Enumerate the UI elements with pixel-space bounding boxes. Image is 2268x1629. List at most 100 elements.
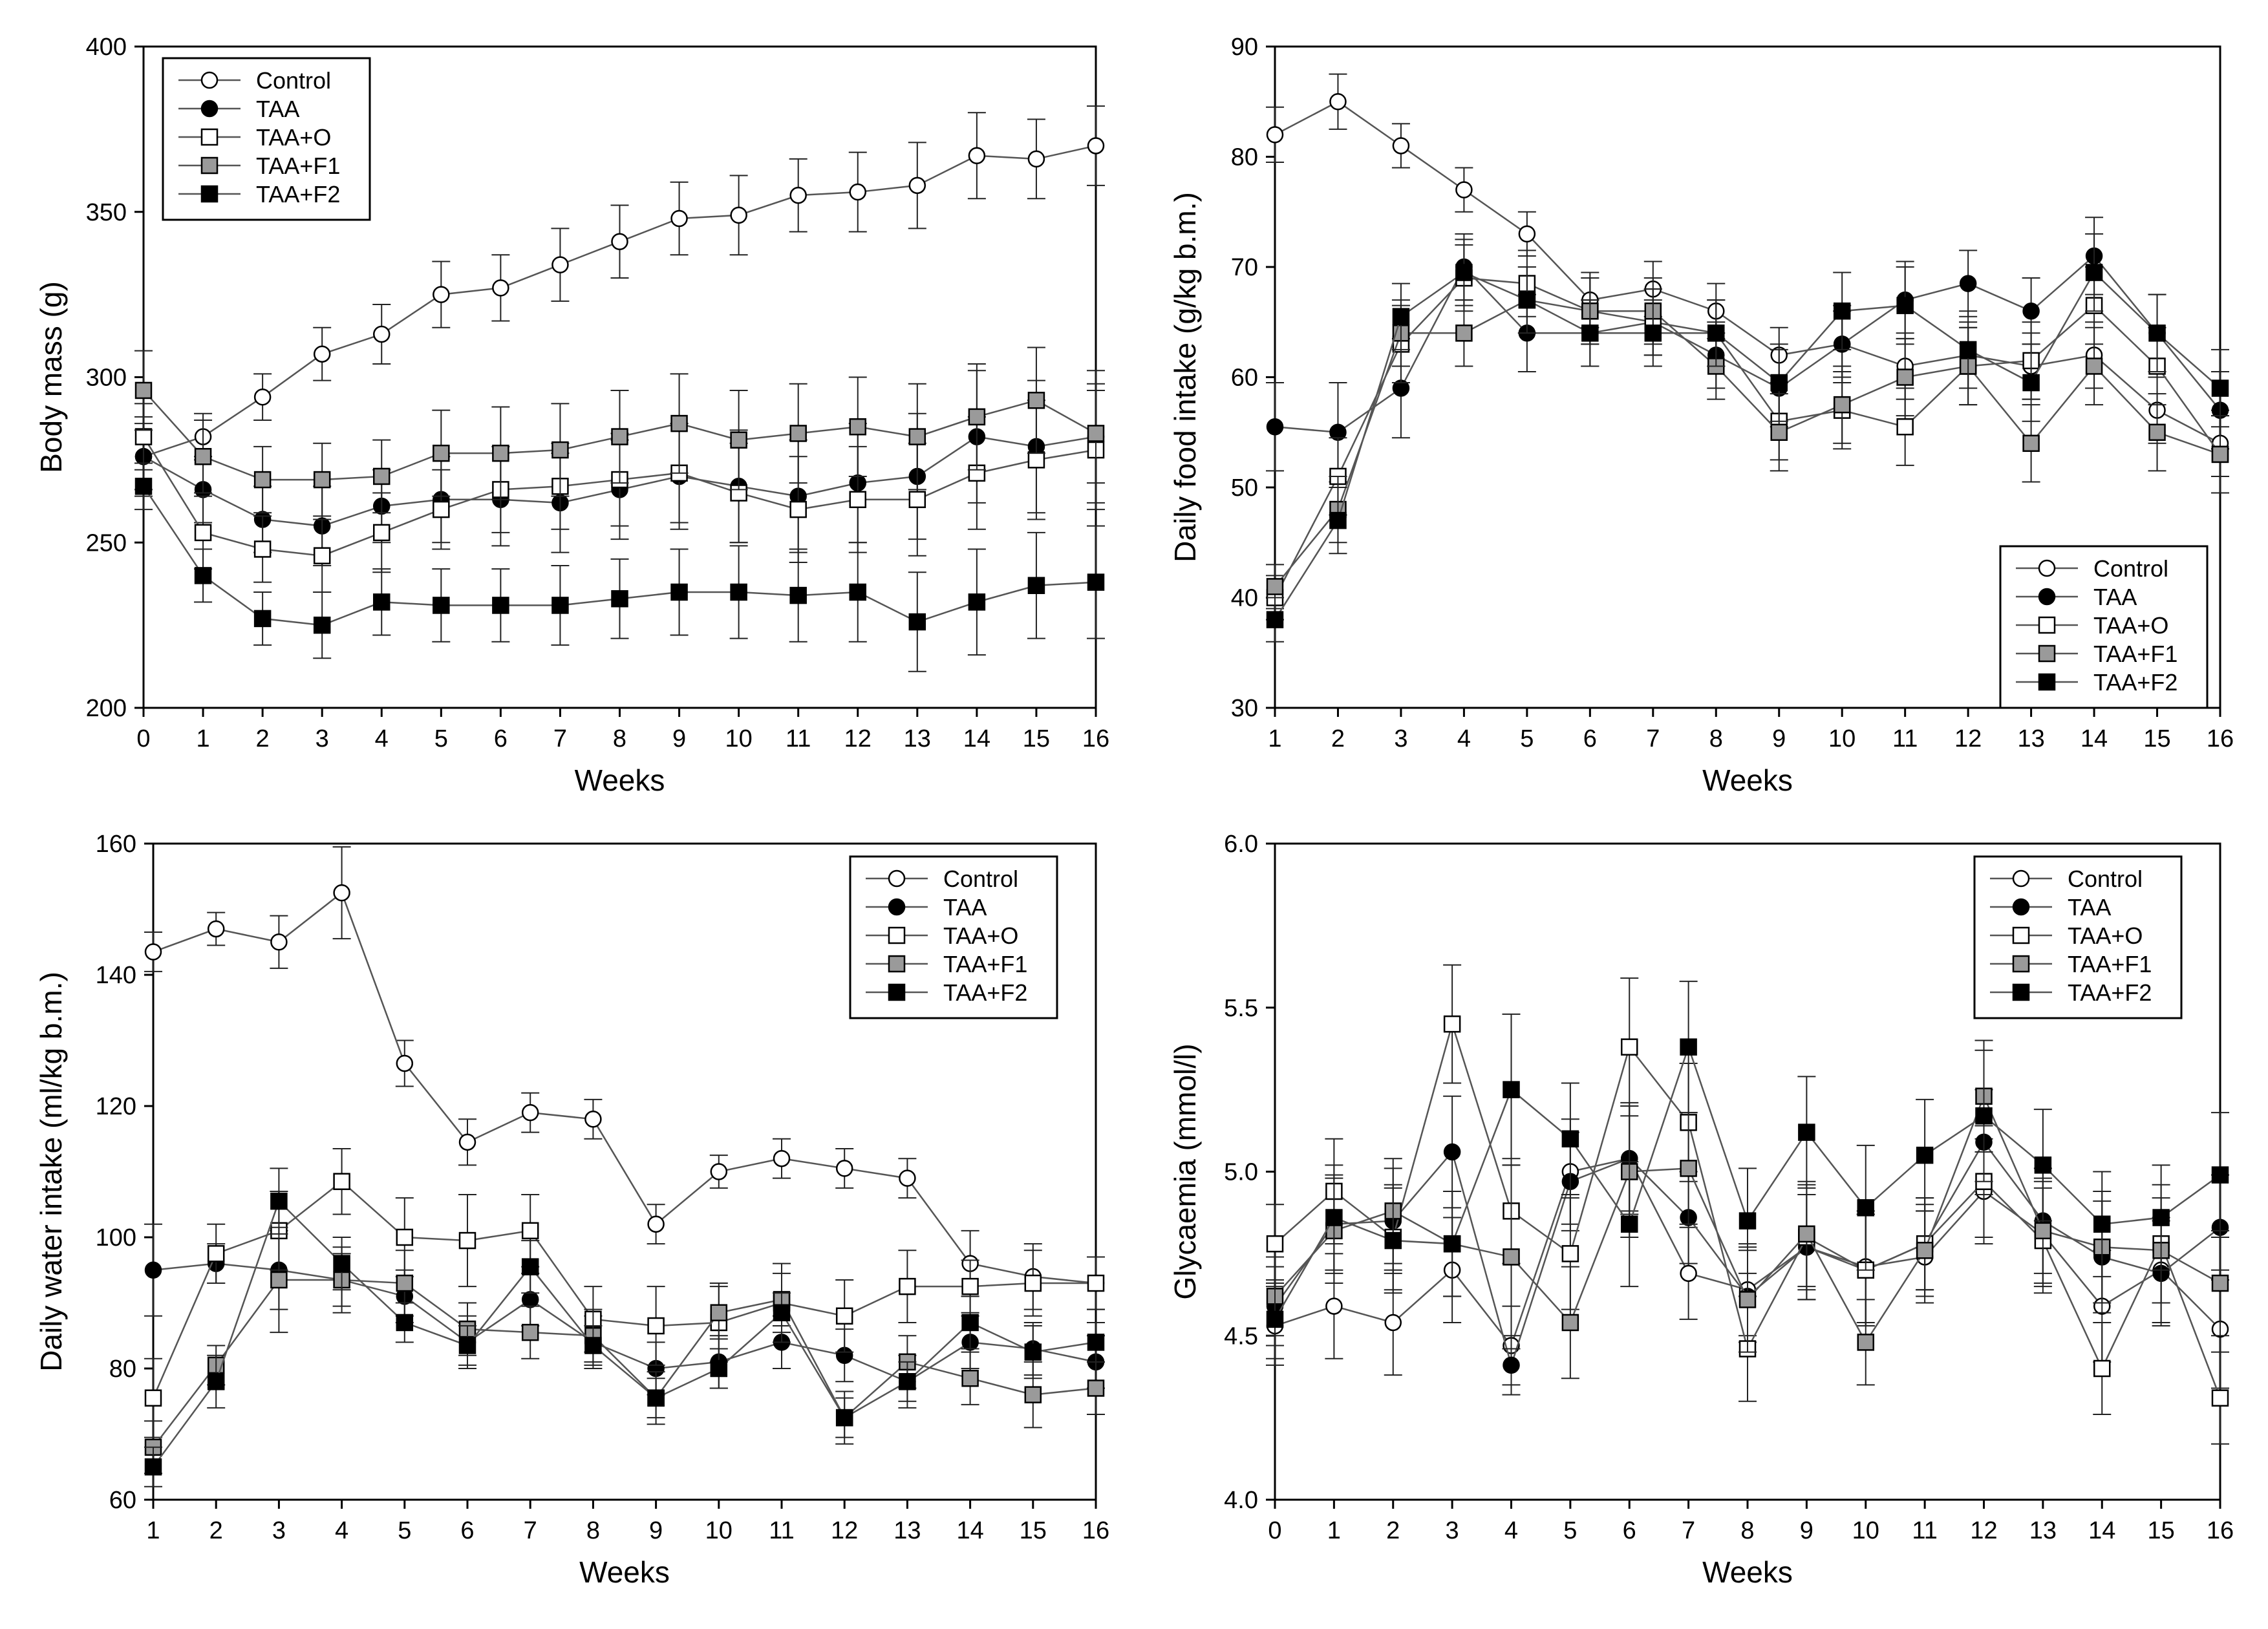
x-tick-label: 9	[1772, 725, 1786, 752]
legend-label: TAA	[256, 96, 299, 122]
x-tick-label: 5	[398, 1517, 411, 1544]
data-point	[492, 444, 509, 462]
legend-label: TAA	[943, 894, 987, 921]
data-point	[313, 547, 331, 564]
data-point	[968, 593, 986, 611]
x-tick-label: 4	[1457, 725, 1471, 752]
chart-food-intake: 1 2 3 4 5 6 7 8 9 10 11 12 13 14 15 1630405060708090Wee…	[1168, 34, 2234, 797]
x-tick-label: 10	[1828, 725, 1856, 752]
legend-label: TAA+O	[2068, 922, 2143, 949]
y-tick-label: 5.0	[1224, 1159, 1258, 1186]
data-point	[1770, 374, 1788, 392]
series-taa-f2	[1266, 981, 2229, 1359]
data-point	[670, 209, 688, 228]
data-point	[1266, 418, 1284, 436]
x-tick-label: 12	[1970, 1517, 1997, 1544]
data-point	[1896, 368, 1914, 386]
x-tick-label: 7	[1646, 725, 1660, 752]
x-tick-label: 7	[1682, 1517, 1695, 1544]
x-tick-label: 12	[1954, 725, 1982, 752]
x-tick-label: 16	[2207, 725, 2234, 752]
legend-marker	[200, 156, 219, 175]
data-point	[396, 1274, 414, 1292]
x-tick-label: 8	[1740, 1517, 1754, 1544]
data-point	[1561, 1314, 1579, 1332]
data-point	[521, 1323, 539, 1341]
data-point	[670, 414, 688, 432]
data-point	[1581, 325, 1599, 342]
legend-label: TAA+F1	[2093, 641, 2177, 667]
data-point	[773, 1304, 791, 1321]
legend-marker	[2012, 898, 2030, 916]
data-point	[1384, 1314, 1402, 1332]
data-point	[551, 441, 569, 459]
legend-marker	[2038, 616, 2056, 634]
x-tick-label: 10	[705, 1517, 733, 1544]
y-tick-label: 30	[1231, 695, 1258, 722]
y-tick-label: 200	[86, 695, 127, 722]
data-point	[2152, 1209, 2170, 1226]
x-tick-label: 13	[2029, 1517, 2057, 1544]
y-tick-label: 250	[86, 529, 127, 557]
data-point	[1384, 1231, 1402, 1250]
data-point	[1392, 308, 1410, 325]
legend-frame	[849, 855, 1058, 1019]
legend-marker	[2012, 955, 2030, 973]
x-tick-label: 5	[1563, 1517, 1577, 1544]
legend-label: TAA	[2093, 584, 2137, 610]
y-tick-label: 80	[109, 1356, 136, 1383]
data-point	[2093, 1359, 2111, 1378]
legend-label: TAA+O	[2093, 612, 2168, 639]
legend-label: TAA+F1	[2068, 951, 2152, 977]
y-tick-label: 160	[96, 831, 136, 858]
data-point	[730, 431, 747, 449]
x-tick-label: 1	[1268, 725, 1281, 752]
x-tick-label: 4	[1504, 1517, 1518, 1544]
data-point	[789, 500, 807, 518]
legend-marker	[200, 185, 219, 203]
y-tick-label: 300	[86, 365, 127, 392]
data-point	[611, 428, 628, 445]
data-point	[396, 1314, 414, 1332]
data-point	[144, 1458, 162, 1476]
series-line-taa-f2	[152, 1199, 1097, 1467]
data-point	[551, 597, 569, 614]
x-axis-title: Weeks	[575, 763, 665, 797]
x-tick-label: 16	[1082, 1517, 1109, 1544]
data-point	[253, 388, 272, 406]
data-point	[1644, 325, 1662, 342]
legend-label: TAA+F2	[943, 979, 1027, 1006]
legend-label: TAA+F2	[2068, 979, 2152, 1006]
series-line-taa	[1274, 255, 2221, 434]
legend-marker	[2038, 644, 2056, 663]
data-point	[458, 1337, 476, 1354]
data-point	[1087, 425, 1105, 442]
data-point	[1857, 1199, 1874, 1217]
x-tick-label: 13	[2017, 725, 2044, 752]
series-taa-f1	[144, 1226, 1105, 1475]
data-point	[670, 583, 688, 601]
data-point	[270, 1192, 288, 1210]
series-taa-f2	[134, 462, 1105, 672]
data-point	[2034, 1222, 2052, 1240]
data-point	[2093, 1215, 2111, 1233]
x-tick-label: 3	[1394, 725, 1407, 752]
x-tick-label: 15	[1023, 725, 1050, 752]
y-tick-label: 80	[1231, 144, 1258, 171]
legend-marker	[888, 869, 906, 888]
x-tick-label: 0	[136, 725, 150, 752]
data-point	[1503, 1248, 1520, 1266]
data-point	[521, 1258, 539, 1275]
data-point	[313, 471, 331, 489]
series-taa-f2	[1266, 233, 2229, 643]
data-point	[961, 1369, 979, 1387]
legend-label: TAA+F2	[2093, 669, 2177, 696]
x-tick-label: 1	[196, 725, 209, 752]
data-point	[710, 1304, 728, 1321]
plot-frame	[152, 842, 1097, 1501]
data-point	[849, 491, 866, 509]
x-axis-title: Weeks	[579, 1555, 670, 1589]
data-point	[1975, 1107, 1993, 1125]
y-tick-label: 4.0	[1224, 1487, 1258, 1514]
